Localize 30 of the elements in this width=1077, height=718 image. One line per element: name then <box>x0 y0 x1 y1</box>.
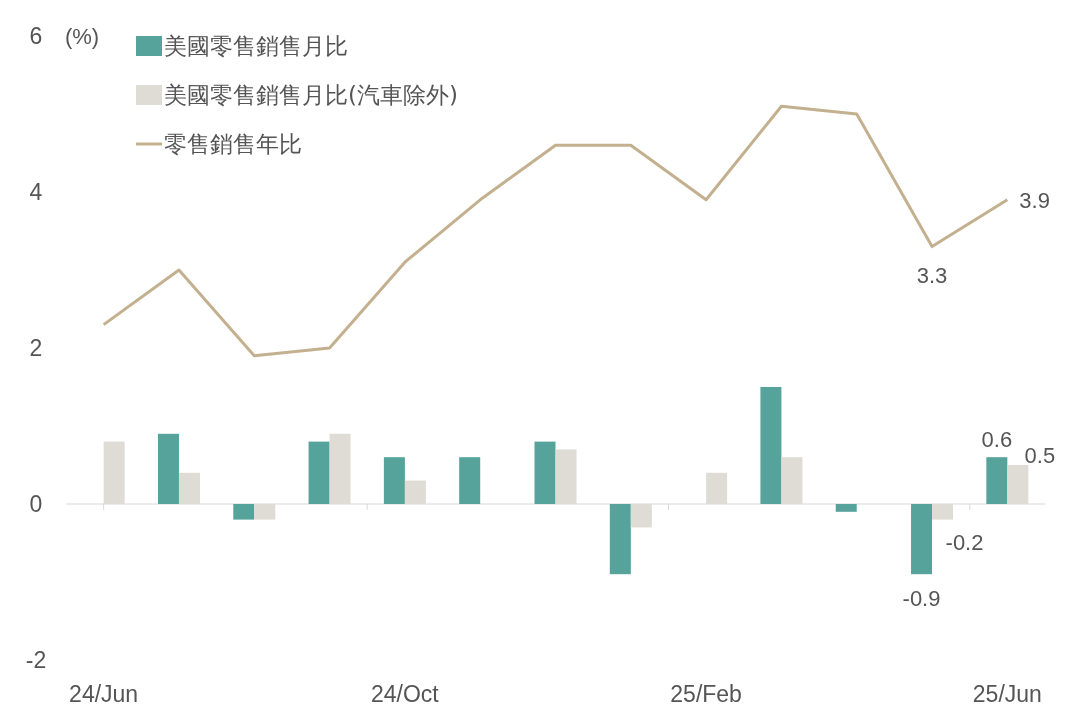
y-tick-label: 0 <box>29 491 43 517</box>
legend-label: 美國零售銷售月比(汽車除外) <box>164 82 458 108</box>
data-label: 0.5 <box>1024 443 1056 468</box>
bar <box>609 504 631 575</box>
legend-label: 美國零售銷售月比 <box>164 33 348 59</box>
data-label: 3.3 <box>916 262 948 288</box>
data-label: 3.9 <box>1019 187 1050 213</box>
bar <box>835 504 857 512</box>
bar <box>534 441 556 504</box>
x-tick-label: 25/Feb <box>670 681 742 707</box>
data-label: 0.6 <box>981 427 1013 453</box>
y-tick-label: 4 <box>29 179 43 205</box>
x-tick-label: 25/Jun <box>972 681 1042 707</box>
legend-label: 零售銷售年比 <box>164 131 302 157</box>
bar <box>459 457 481 504</box>
bar <box>986 457 1008 504</box>
x-tick-label: 24/Jun <box>69 681 139 707</box>
bar <box>308 441 330 504</box>
y-tick-label: -2 <box>25 647 47 673</box>
data-label: -0.2 <box>945 529 984 555</box>
x-tick-label: 24/Oct <box>371 681 440 707</box>
y-tick-label: 2 <box>29 335 43 361</box>
bar <box>383 457 405 504</box>
bar <box>233 504 255 520</box>
bar <box>760 387 782 504</box>
bar <box>911 504 933 575</box>
y-tick-label: 6 <box>29 23 43 49</box>
y-axis-title: (%) <box>64 24 100 49</box>
bar <box>157 433 179 504</box>
data-label: -0.9 <box>902 586 941 612</box>
